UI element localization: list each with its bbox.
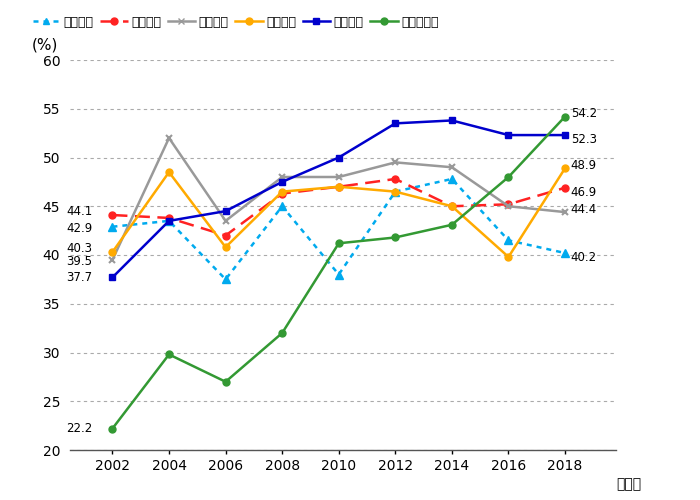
Text: 46.9: 46.9 [570, 186, 597, 199]
Legend: ２０歳代, ３０歳代, ４０歳代, ５０歳代, ６０歳代, ７０歳以上: ２０歳代, ３０歳代, ４０歳代, ５０歳代, ６０歳代, ７０歳以上 [33, 16, 439, 28]
Text: 37.7: 37.7 [66, 271, 92, 284]
Text: （年）: （年） [616, 478, 641, 492]
Text: 48.9: 48.9 [570, 159, 597, 172]
Text: 22.2: 22.2 [66, 422, 92, 435]
Text: 42.9: 42.9 [66, 222, 92, 235]
Text: 54.2: 54.2 [570, 107, 597, 120]
Text: 52.3: 52.3 [570, 134, 596, 146]
Text: 40.2: 40.2 [570, 252, 597, 264]
Text: 39.5: 39.5 [66, 256, 92, 268]
Text: (%): (%) [32, 37, 58, 52]
Text: 40.3: 40.3 [66, 242, 92, 254]
Text: 44.4: 44.4 [570, 202, 597, 215]
Text: 44.1: 44.1 [66, 204, 92, 218]
